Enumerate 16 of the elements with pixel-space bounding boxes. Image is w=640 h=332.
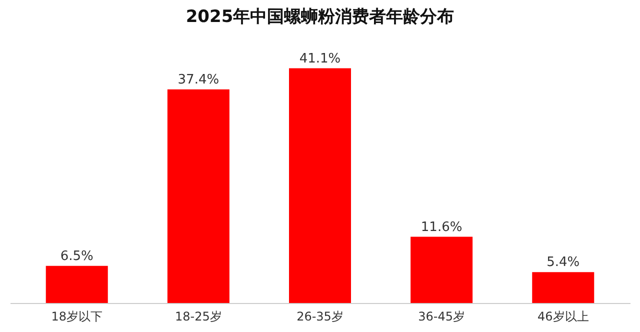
data-label: 6.5% bbox=[60, 248, 94, 264]
data-label: 11.6% bbox=[420, 220, 462, 235]
bar bbox=[46, 266, 108, 303]
x-tick-label: 46岁以上 bbox=[537, 310, 589, 324]
bar bbox=[410, 236, 473, 303]
bar bbox=[289, 68, 351, 303]
chart-title: 2025年中国螺蛳粉消费者年龄分布 bbox=[186, 7, 454, 27]
x-tick-label: 26-35岁 bbox=[296, 310, 344, 324]
bar bbox=[167, 89, 230, 303]
data-label: 37.4% bbox=[178, 72, 220, 88]
bar bbox=[532, 272, 594, 303]
x-tick-label: 36-45岁 bbox=[418, 310, 466, 324]
x-tick-label: 18-25岁 bbox=[174, 310, 222, 324]
data-label: 5.4% bbox=[546, 255, 580, 270]
data-label: 41.1% bbox=[299, 51, 341, 66]
x-tick-label: 18岁以下 bbox=[51, 310, 103, 324]
